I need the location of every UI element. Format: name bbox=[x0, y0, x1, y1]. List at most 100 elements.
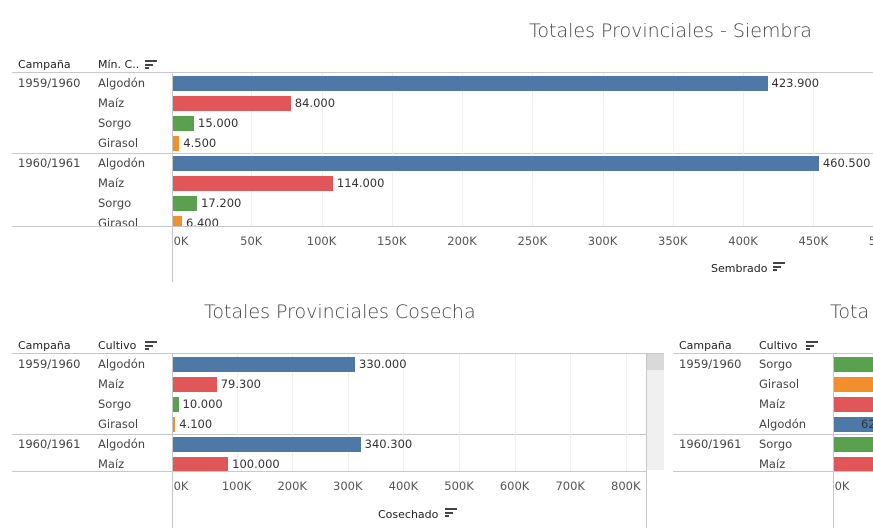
siembra-tick: 0K bbox=[173, 234, 189, 248]
cosecha-gridline bbox=[625, 354, 627, 471]
cultivo-label-maiz: Maíz bbox=[98, 377, 125, 391]
value-label: 15.000 bbox=[198, 116, 239, 130]
siembra-group-divider bbox=[12, 153, 873, 154]
value-label: 6.400 bbox=[185, 216, 219, 226]
cosecha-col-campana[interactable]: Campaña bbox=[18, 339, 71, 352]
siembra-tick: 100K bbox=[306, 234, 337, 248]
sort-icon[interactable] bbox=[445, 508, 457, 517]
bar-algodon[interactable] bbox=[173, 437, 361, 452]
cultivo-label-algodon: Algodón bbox=[98, 76, 146, 90]
cosecha-scrollbar[interactable] bbox=[647, 354, 664, 470]
cosecha-axis-title[interactable]: Cosechado bbox=[378, 508, 439, 521]
campana-label: 1959/1960 bbox=[679, 357, 742, 371]
bar-sorgo[interactable] bbox=[173, 116, 195, 131]
bar-sorgo[interactable] bbox=[834, 357, 873, 372]
bar-maiz[interactable] bbox=[173, 377, 217, 392]
cosecha-gridline bbox=[347, 354, 349, 471]
third-col-cultivo[interactable]: Cultivo bbox=[759, 339, 798, 352]
bar-maiz[interactable] bbox=[173, 96, 291, 111]
value-label: 84.000 bbox=[294, 96, 336, 110]
bar-algodon[interactable] bbox=[173, 156, 819, 171]
siembra-gridline bbox=[462, 73, 463, 226]
campana-label: 1960/1961 bbox=[679, 437, 742, 451]
value-label: 17.200 bbox=[201, 196, 242, 210]
cosecha-axis-line bbox=[172, 353, 173, 528]
siembra-tick: 50K bbox=[240, 234, 263, 248]
campana-label: 1959/1960 bbox=[18, 357, 81, 371]
value-label: 423.900 bbox=[771, 76, 820, 90]
bar-algodon[interactable] bbox=[834, 417, 873, 432]
siembra-gridline bbox=[672, 73, 674, 226]
cosecha-col-cultivo[interactable]: Cultivo bbox=[98, 339, 137, 352]
siembra-tick: 250K bbox=[517, 234, 548, 248]
value-label: 100.000 bbox=[232, 457, 280, 471]
siembra-axis-line bbox=[172, 72, 173, 282]
cosecha-tick: 0K bbox=[173, 479, 189, 493]
cultivo-label-algodon: Algodón bbox=[98, 156, 146, 170]
siembra-tick: 400K bbox=[728, 234, 758, 248]
value-label: 79.300 bbox=[220, 377, 261, 391]
siembra-bottom-divider bbox=[12, 226, 873, 227]
cosecha-gridline bbox=[292, 354, 294, 471]
cosecha-scrollbar-thumb[interactable] bbox=[647, 354, 664, 370]
cultivo-label-algodon: Algodón bbox=[759, 417, 807, 431]
sort-icon[interactable] bbox=[145, 341, 157, 350]
campana-label: 1960/1961 bbox=[18, 156, 81, 170]
cultivo-label-maiz: Maíz bbox=[98, 457, 125, 471]
cosecha-tick: 700K bbox=[555, 479, 585, 493]
siembra-tick: 450K bbox=[798, 234, 829, 248]
cultivo-label-sorgo: Sorgo bbox=[759, 357, 793, 371]
value-label: 4.500 bbox=[183, 136, 217, 150]
third-rows: 1959/1960 Sorgo Girasol Maíz Algodón 1960/196… bbox=[673, 354, 873, 471]
cosecha-gridline bbox=[570, 354, 572, 471]
value-label: 114.000 bbox=[336, 176, 385, 190]
cosecha-tick: 200K bbox=[277, 479, 307, 493]
cosecha-tick: 400K bbox=[388, 479, 419, 493]
cosecha-tick: 100K bbox=[221, 479, 252, 493]
bar-algodon[interactable] bbox=[173, 76, 768, 91]
cultivo-label-maiz: Maíz bbox=[98, 176, 125, 190]
cultivo-label-maiz: Maíz bbox=[759, 457, 786, 471]
third-axis-line bbox=[833, 353, 834, 528]
campana-label: 1960/1961 bbox=[18, 437, 81, 451]
cosecha-tick: 800K bbox=[611, 479, 641, 493]
siembra-tick: 200K bbox=[447, 234, 477, 248]
cosecha-tick: 500K bbox=[444, 479, 474, 493]
siembra-tick: 350K bbox=[658, 234, 688, 248]
siembra-gridline bbox=[813, 73, 815, 226]
siembra-tick: 300K bbox=[587, 234, 618, 248]
cosecha-bottom-divider bbox=[12, 471, 646, 472]
sort-icon[interactable] bbox=[773, 262, 785, 271]
cosecha-gridline bbox=[236, 354, 238, 471]
bar-girasol[interactable] bbox=[173, 136, 180, 151]
cosecha-gridline bbox=[459, 354, 460, 471]
cultivo-label-girasol: Girasol bbox=[98, 216, 139, 226]
cultivo-label-algodon: Algodón bbox=[98, 437, 146, 451]
siembra-title: Totales Provinciales - Siembra bbox=[529, 20, 812, 42]
bar-maiz[interactable] bbox=[834, 457, 873, 471]
bar-maiz[interactable] bbox=[173, 176, 333, 191]
bar-maiz[interactable] bbox=[834, 397, 873, 412]
bar-algodon[interactable] bbox=[173, 357, 355, 372]
bar-maiz[interactable] bbox=[173, 457, 229, 471]
third-title: Tota bbox=[830, 301, 870, 323]
siembra-col-campana[interactable]: Campaña bbox=[18, 58, 71, 71]
bar-sorgo[interactable] bbox=[173, 196, 198, 211]
cultivo-label-sorgo: Sorgo bbox=[98, 196, 132, 210]
bar-sorgo[interactable] bbox=[834, 437, 873, 452]
bar-girasol[interactable] bbox=[173, 417, 176, 432]
cultivo-label-sorgo: Sorgo bbox=[759, 437, 793, 451]
siembra-col-cultivo[interactable]: Mín. C.. bbox=[98, 58, 140, 71]
cultivo-label-girasol: Girasol bbox=[98, 417, 139, 431]
value-label: 62 bbox=[861, 417, 873, 431]
cosecha-right-border bbox=[646, 353, 647, 528]
third-col-campana[interactable]: Campaña bbox=[679, 339, 732, 352]
bar-girasol[interactable] bbox=[834, 377, 873, 392]
value-label: 460.500 bbox=[822, 156, 871, 170]
bar-sorgo[interactable] bbox=[173, 397, 179, 412]
bar-girasol[interactable] bbox=[173, 216, 182, 226]
siembra-axis-title[interactable]: Sembrado bbox=[711, 262, 768, 275]
value-label: 330.000 bbox=[359, 357, 407, 371]
sort-icon[interactable] bbox=[145, 60, 157, 69]
sort-icon[interactable] bbox=[806, 341, 818, 350]
